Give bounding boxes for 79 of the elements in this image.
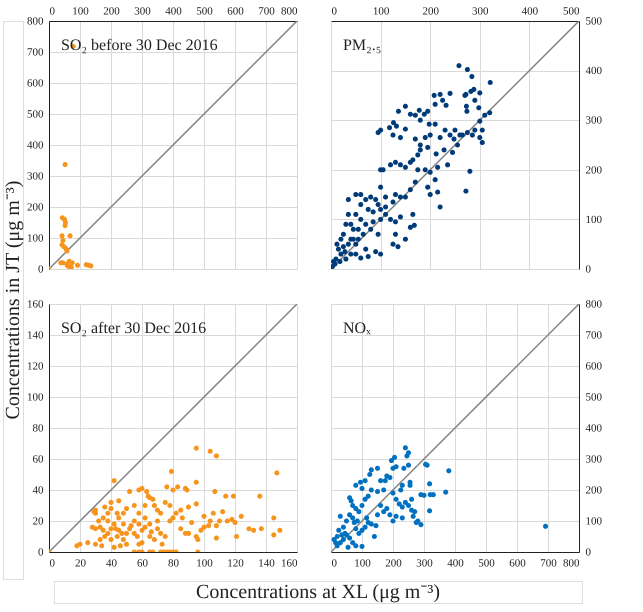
y-tick-label: 200 (586, 484, 602, 496)
x-tick-label: 600 (227, 6, 244, 18)
x-tick-label: 500 (196, 6, 214, 18)
x-tick-label: 100 (72, 6, 90, 18)
x-tick-label: 100 (372, 6, 390, 18)
x-tick-label: 160 (281, 558, 298, 570)
y-tick-label: 0 (38, 546, 44, 558)
x-tick-label: 400 (447, 558, 464, 570)
point (62, 162, 68, 168)
x-tick-label: 600 (509, 558, 526, 570)
x-tick-label: 0 (332, 6, 338, 18)
x-tick-label: 100 (196, 558, 214, 570)
x-tick-label: 800 (281, 6, 298, 18)
x-tick-label: 400 (165, 6, 182, 18)
x-tick-label: 0 (332, 558, 338, 570)
x-tick-label: 700 (540, 558, 558, 570)
x-tick-label: 300 (416, 558, 434, 570)
y-tick-label: 600 (27, 78, 44, 90)
y-tick-label: 100 (27, 392, 44, 404)
y-tick-label: 0 (586, 546, 592, 558)
x-tick-label: 60 (137, 558, 148, 570)
y-tick-label: 160 (27, 298, 44, 310)
y-tick-label: 20 (32, 516, 44, 528)
x-tick-label: 120 (227, 558, 244, 570)
x-tick-label: 500 (563, 6, 580, 18)
point (70, 260, 75, 266)
point (68, 233, 73, 238)
y-tick-label: 140 (27, 330, 44, 342)
y-tick-label: 700 (27, 46, 44, 58)
y-tick-label: 500 (586, 392, 602, 404)
y-tick-label: 100 (586, 516, 602, 528)
y-tick-label: 200 (586, 164, 602, 176)
text: NOₓ (343, 320, 372, 337)
y-tick-label: 400 (586, 65, 602, 78)
point (62, 223, 68, 228)
x-tick-label: 200 (385, 558, 402, 570)
y-tick-label: 100 (27, 232, 44, 244)
x-tick-label: 100 (354, 558, 372, 570)
y-tick-label: 800 (586, 298, 602, 310)
y-tick-label: 0 (586, 264, 592, 276)
text: SO₂ before 30 Dec 2016 (61, 37, 218, 54)
x-tick-label: 140 (258, 558, 276, 570)
y-tick-label: 800 (27, 16, 44, 28)
y-tick-label: 100 (586, 214, 602, 226)
y-tick-label: 700 (586, 330, 602, 342)
x-tick-label: 400 (522, 6, 539, 18)
x-tick-label: 0 (50, 6, 56, 18)
x-axis-title: Concentrations at XL (μg m⁻³) (196, 581, 440, 603)
text: PM₂.₅ (343, 37, 382, 54)
x-tick-label: 200 (422, 6, 440, 18)
y-tick-label: 120 (27, 360, 44, 372)
point (60, 238, 66, 244)
y-tick-label: 40 (32, 484, 44, 496)
y-tick-label: 200 (27, 202, 44, 214)
y-tick-label: 600 (586, 360, 602, 372)
x-tick-label: 300 (472, 6, 490, 18)
text: SO₂ after 30 Dec 2016 (61, 320, 206, 337)
x-tick-label: 0 (50, 558, 56, 570)
y-tick-label: 500 (586, 16, 602, 28)
y-tick-label: 60 (32, 454, 44, 466)
x-tick-label: 800 (563, 558, 580, 570)
x-tick-label: 20 (75, 558, 86, 570)
point (59, 233, 65, 238)
point (74, 262, 80, 268)
x-tick-label: 700 (258, 6, 276, 18)
y-tick-label: 500 (27, 108, 44, 120)
x-tick-label: 80 (168, 558, 180, 570)
y-tick-label: 300 (586, 114, 602, 127)
y-tick-label: 80 (32, 422, 44, 434)
y-tick-label: 400 (586, 422, 602, 434)
x-tick-label: 200 (103, 6, 120, 18)
y-tick-label: 0 (38, 264, 44, 276)
x-tick-label: 500 (478, 558, 496, 570)
y-tick-label: 300 (27, 170, 44, 182)
y-tick-label: 300 (586, 454, 602, 466)
y-axis-title: Concentrations in JT (μg m⁻³) (2, 180, 24, 420)
x-tick-label: 40 (106, 558, 118, 570)
x-tick-label: 300 (134, 6, 152, 18)
y-tick-label: 400 (27, 140, 44, 152)
